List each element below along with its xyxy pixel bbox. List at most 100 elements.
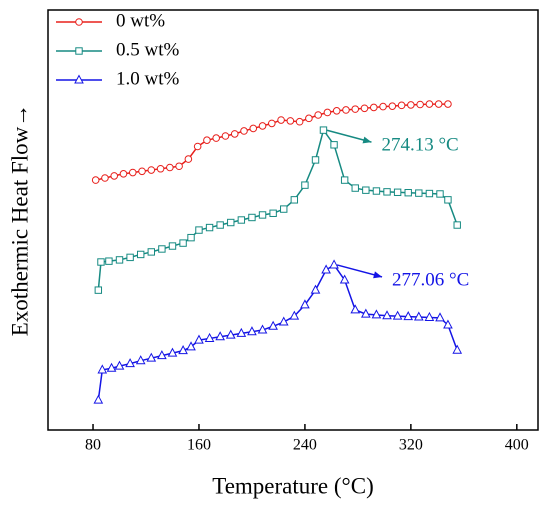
- data-point: [453, 221, 461, 229]
- data-point: [372, 187, 381, 195]
- data-point: [407, 101, 415, 109]
- legend-marker: [75, 47, 83, 55]
- data-point: [225, 329, 236, 339]
- data-point: [444, 196, 452, 204]
- data-point: [342, 106, 350, 114]
- data-point: [166, 163, 174, 172]
- data-point: [314, 111, 322, 119]
- data-point: [157, 350, 167, 360]
- data-point: [268, 119, 276, 128]
- data-point: [215, 331, 225, 341]
- data-point: [268, 320, 278, 330]
- data-point: [443, 319, 453, 329]
- data-point: [332, 107, 341, 115]
- data-point: [310, 284, 321, 294]
- x-tick-label: 80: [85, 437, 101, 454]
- data-point: [452, 344, 463, 354]
- data-point: [295, 117, 304, 126]
- data-point: [435, 312, 445, 322]
- data-point: [280, 205, 288, 213]
- data-point: [91, 176, 100, 184]
- data-point: [240, 127, 248, 135]
- data-point: [323, 108, 332, 117]
- x-tick-label: 160: [187, 437, 211, 454]
- annotation-arrowhead: [362, 136, 372, 144]
- data-point: [137, 250, 145, 259]
- data-point: [311, 156, 320, 164]
- data-point: [416, 100, 424, 109]
- data-point: [179, 239, 187, 247]
- data-point: [425, 100, 434, 108]
- data-point: [147, 166, 156, 174]
- annotation-arrowhead: [373, 271, 383, 279]
- x-tick-label: 240: [293, 437, 317, 454]
- data-point: [301, 181, 309, 189]
- data-point: [388, 102, 397, 110]
- data-point: [156, 164, 165, 173]
- data-point: [382, 310, 392, 320]
- data-point: [212, 134, 220, 142]
- data-point: [305, 114, 313, 123]
- data-point: [193, 142, 202, 151]
- data-point: [434, 100, 443, 108]
- data-point: [248, 213, 256, 222]
- data-point: [444, 100, 452, 108]
- data-point: [125, 358, 135, 368]
- data-point: [258, 122, 267, 130]
- data-point: [425, 189, 434, 198]
- data-point: [110, 172, 119, 180]
- data-point: [371, 309, 382, 319]
- data-point: [94, 286, 103, 294]
- data-point: [114, 360, 125, 370]
- y-axis-label: Exothermic Heat Flow→: [7, 104, 32, 337]
- data-point: [178, 345, 188, 355]
- data-point: [158, 245, 166, 253]
- data-point: [361, 308, 371, 318]
- data-point: [321, 264, 331, 274]
- data-point: [195, 226, 203, 234]
- data-point: [383, 188, 391, 196]
- x-tick-label: 320: [399, 437, 423, 454]
- data-point: [290, 196, 299, 204]
- data-point: [236, 327, 247, 337]
- data-point: [329, 259, 339, 269]
- data-point: [135, 355, 146, 365]
- data-point: [227, 218, 235, 227]
- data-point: [167, 347, 178, 357]
- data-point: [237, 216, 246, 224]
- data-point: [146, 352, 157, 362]
- data-point: [97, 258, 105, 266]
- x-axis-label: Temperature (°C): [212, 473, 373, 498]
- data-point: [393, 188, 402, 196]
- data-point: [186, 341, 196, 351]
- data-point: [436, 190, 444, 198]
- data-point: [184, 155, 193, 163]
- data-point: [258, 211, 267, 219]
- data-point: [247, 326, 257, 336]
- data-point: [362, 186, 370, 194]
- data-point: [138, 167, 146, 176]
- legend-label: 0.5 wt%: [116, 39, 180, 60]
- legend-label: 0 wt%: [116, 10, 165, 31]
- data-point: [351, 184, 359, 192]
- data-point: [340, 176, 349, 184]
- data-point: [194, 334, 204, 344]
- data-point: [106, 362, 117, 372]
- data-point: [277, 116, 285, 124]
- data-point: [147, 248, 155, 256]
- data-point: [286, 117, 295, 125]
- data-point: [413, 311, 424, 321]
- data-point: [221, 132, 230, 140]
- data-point: [392, 310, 403, 320]
- data-point: [97, 364, 108, 374]
- data-point: [187, 233, 195, 242]
- data-point: [175, 162, 183, 171]
- data-point: [379, 102, 387, 111]
- data-point: [350, 304, 361, 314]
- data-point: [369, 103, 378, 112]
- annotation: 274.13 °C: [381, 134, 458, 155]
- data-point: [360, 104, 369, 113]
- data-point: [351, 105, 360, 113]
- data-point: [249, 124, 258, 133]
